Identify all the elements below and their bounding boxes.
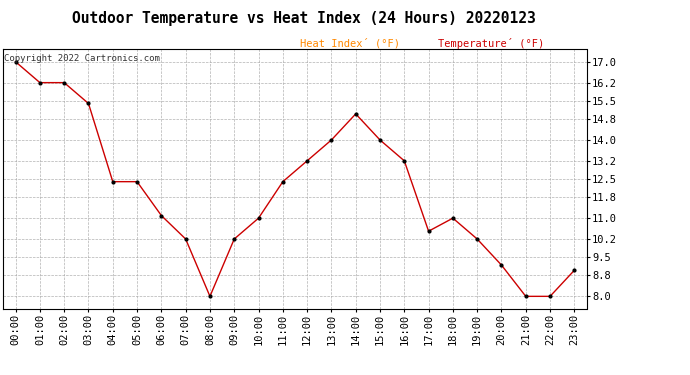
- Text: Outdoor Temperature vs Heat Index (24 Hours) 20220123: Outdoor Temperature vs Heat Index (24 Ho…: [72, 11, 535, 26]
- Text: Heat Index´ (°F): Heat Index´ (°F): [300, 38, 400, 48]
- Text: Temperature´ (°F): Temperature´ (°F): [438, 38, 544, 49]
- Text: Copyright 2022 Cartronics.com: Copyright 2022 Cartronics.com: [4, 54, 160, 63]
